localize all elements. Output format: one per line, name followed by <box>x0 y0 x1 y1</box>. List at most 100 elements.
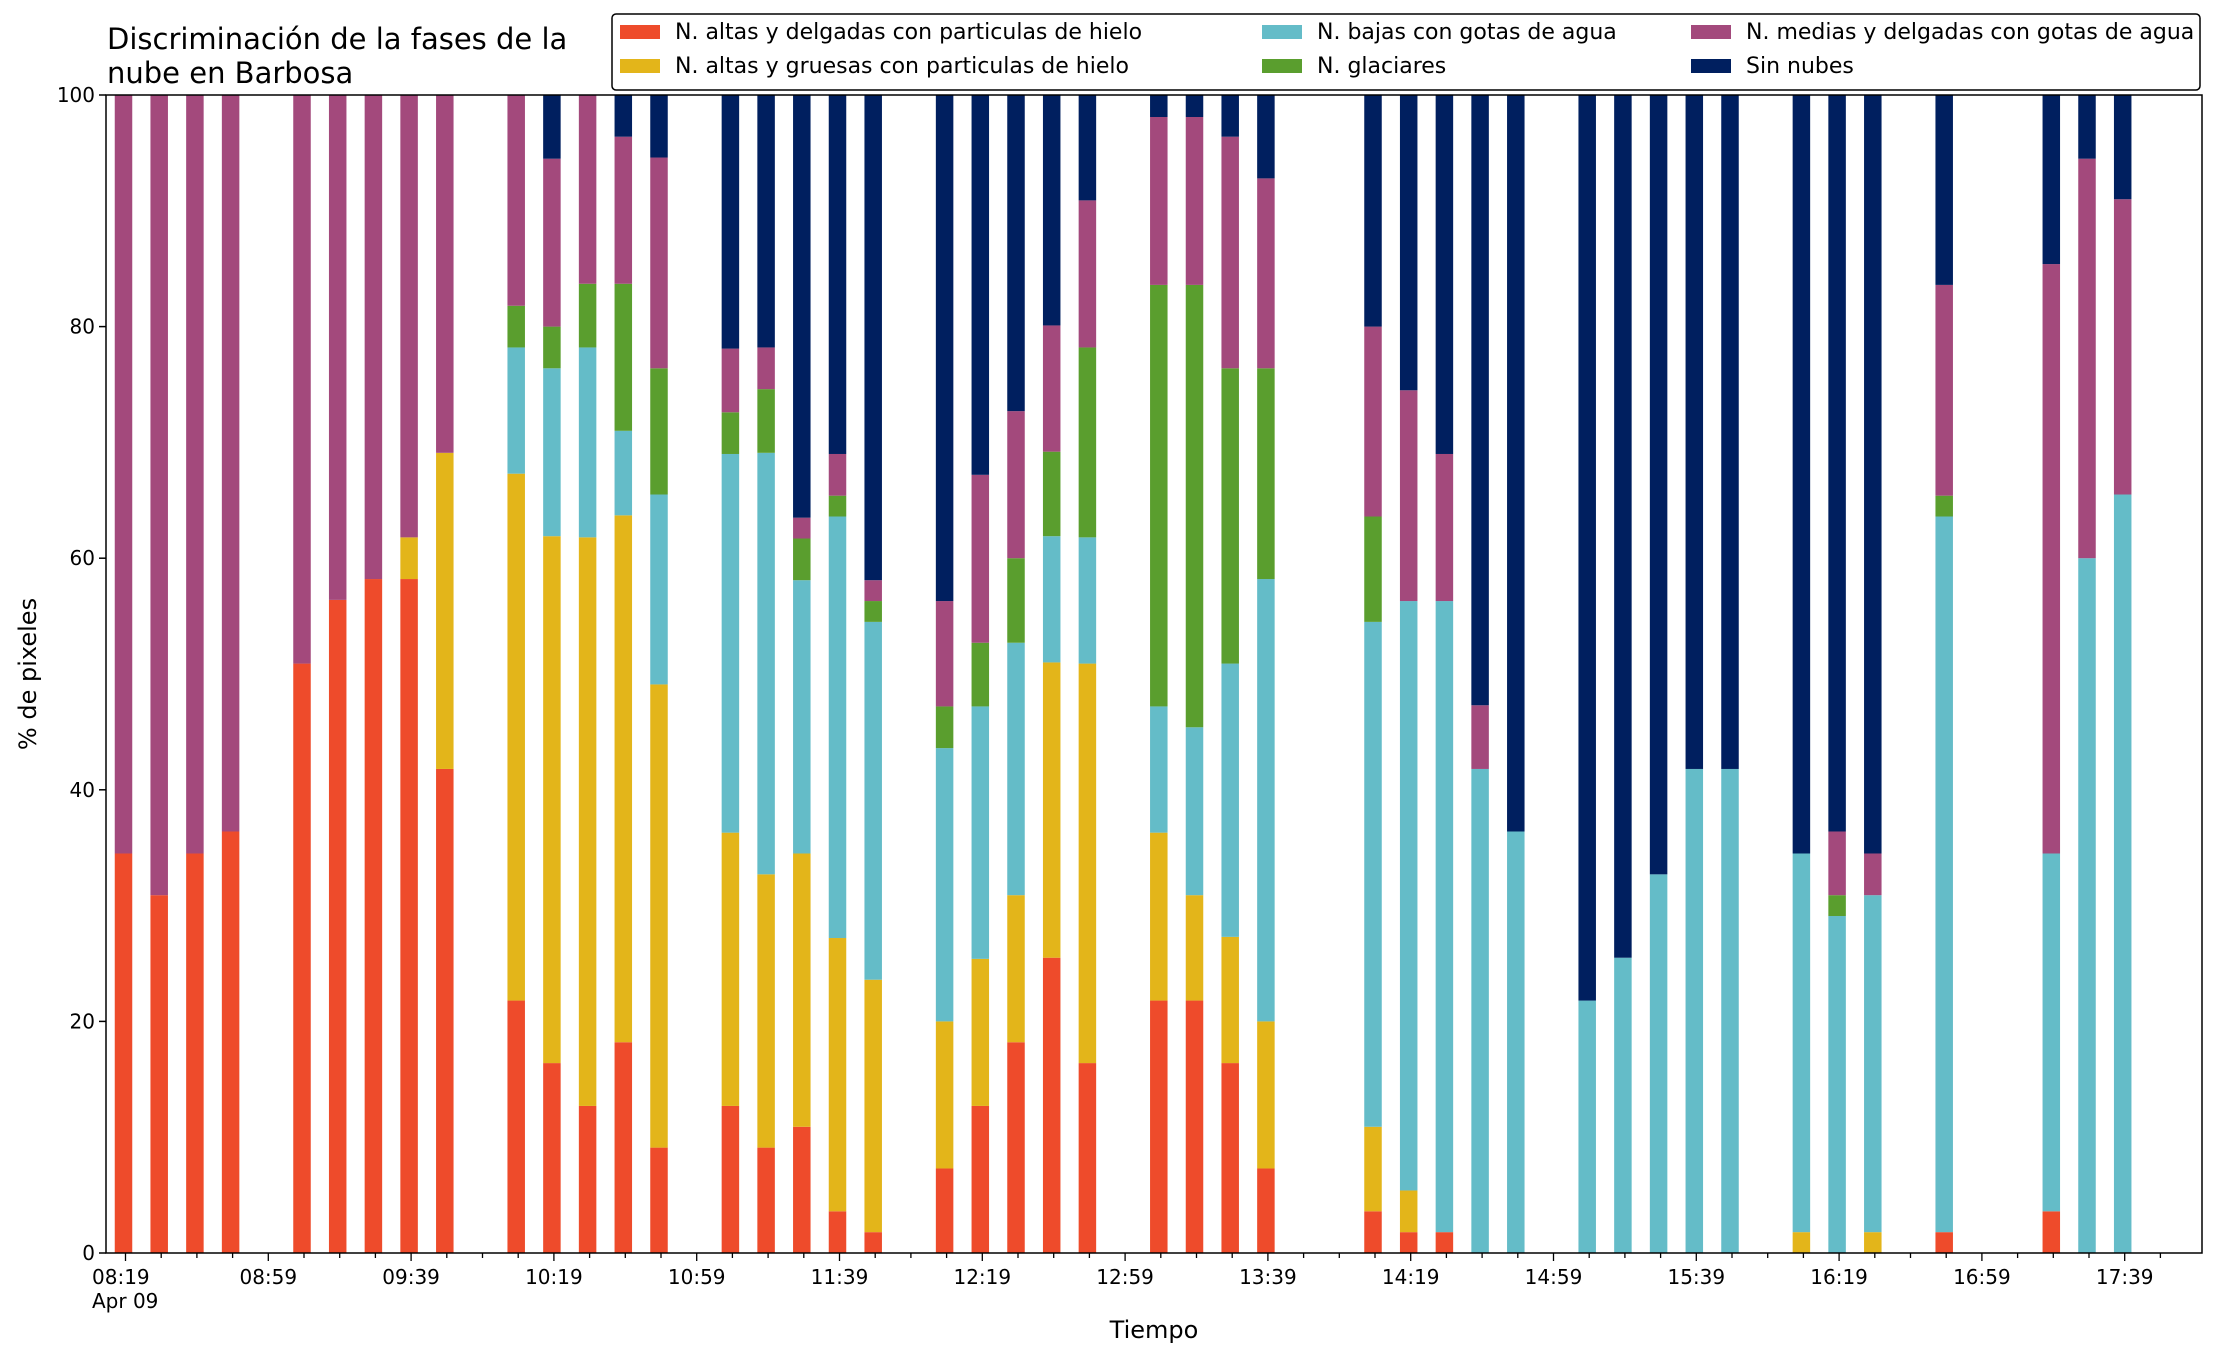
bar-segment-25-4 <box>1185 117 1204 285</box>
bar-segment-39-4 <box>1828 831 1846 896</box>
bar-segment-26-0 <box>1221 1063 1239 1253</box>
bar-segment-6-0 <box>364 579 383 1253</box>
y-tick-label: 40 <box>70 778 95 802</box>
bar-segment-14-1 <box>721 832 740 1106</box>
bar-segment-10-5 <box>543 95 561 159</box>
bar-segment-23-0 <box>1078 1063 1097 1253</box>
bar-segment-2-4 <box>186 95 204 854</box>
bar-segment-19-5 <box>935 95 954 602</box>
y-tick-label: 100 <box>57 83 95 107</box>
bar-segment-3-0 <box>221 831 240 1253</box>
bar-segment-15-1 <box>757 874 775 1148</box>
bar-segment-38-5 <box>1792 95 1811 854</box>
bar-segment-15-4 <box>757 347 775 390</box>
bar-segment-10-4 <box>543 158 561 327</box>
bar-segment-27-4 <box>1257 178 1275 369</box>
x-tick-label: 12:59 <box>1096 1265 1154 1289</box>
bar-segment-1-0 <box>150 895 168 1253</box>
bar-segment-30-0 <box>1435 1232 1454 1253</box>
legend-swatch-0 <box>620 25 660 39</box>
bar-segment-23-2 <box>1078 537 1097 664</box>
bar-segment-13-0 <box>650 1147 668 1253</box>
bar-segment-27-2 <box>1257 579 1275 1022</box>
bar-segment-19-0 <box>935 1168 954 1253</box>
bar-segment-23-1 <box>1078 663 1097 1064</box>
bar-segment-24-1 <box>1150 832 1168 1001</box>
bar-segment-28-1 <box>1364 1126 1382 1212</box>
bar-segment-21-4 <box>1007 411 1025 559</box>
bar-segment-13-5 <box>650 95 668 158</box>
bar-segment-25-5 <box>1185 95 1204 117</box>
bar-segment-28-5 <box>1364 95 1382 327</box>
x-tick-label: 10:59 <box>668 1265 726 1289</box>
bar-segment-8-1 <box>436 452 454 769</box>
legend-swatch-1 <box>620 59 660 73</box>
bar-segment-40-5 <box>1864 95 1882 854</box>
bar-segment-28-0 <box>1364 1211 1382 1253</box>
bar-segment-13-4 <box>650 157 668 369</box>
bar-segment-20-3 <box>971 642 990 707</box>
bar-segment-18-2 <box>864 621 882 980</box>
x-tick-label: 13:39 <box>1239 1265 1297 1289</box>
bar-segment-44-5 <box>2113 95 2132 200</box>
bar-segment-10-1 <box>543 536 561 1064</box>
x-tick-label: 10:19 <box>525 1265 583 1289</box>
bars-layer <box>114 95 2132 1253</box>
x-tick-label: 14:59 <box>1525 1265 1583 1289</box>
bar-segment-43-4 <box>2078 158 2096 559</box>
bar-segment-43-5 <box>2078 95 2096 159</box>
bar-segment-16-0 <box>793 1126 811 1253</box>
legend-label-0: N. altas y delgadas con particulas de hi… <box>675 20 1142 45</box>
legend-swatch-3 <box>1262 59 1302 73</box>
chart-title-line-2: nube en Barbosa <box>107 56 353 90</box>
bar-segment-14-0 <box>721 1105 740 1253</box>
bar-segment-39-5 <box>1828 95 1846 832</box>
bar-segment-44-2 <box>2113 494 2132 1253</box>
bar-segment-35-2 <box>1649 874 1668 1253</box>
bar-segment-20-5 <box>971 95 990 475</box>
bar-segment-12-5 <box>614 95 633 137</box>
bar-segment-38-1 <box>1792 1232 1811 1253</box>
bar-segment-25-2 <box>1185 727 1204 896</box>
bar-segment-18-3 <box>864 601 882 622</box>
bar-segment-25-1 <box>1185 895 1204 1001</box>
bar-segment-22-3 <box>1042 451 1061 537</box>
bar-segment-37-5 <box>1721 95 1739 769</box>
bar-segment-42-2 <box>2042 853 2061 1212</box>
bar-segment-24-4 <box>1150 117 1168 285</box>
bar-segment-26-2 <box>1221 663 1239 937</box>
bar-segment-17-2 <box>828 516 847 939</box>
x-tick-label: 09:39 <box>382 1265 440 1289</box>
bar-segment-29-1 <box>1399 1190 1418 1233</box>
bar-segment-7-1 <box>400 537 418 580</box>
x-axis: 08:19 08:59 09:39 10:19 10:59 11:39 12:19 12:59… <box>92 1253 2162 1313</box>
bar-segment-24-2 <box>1150 706 1168 833</box>
bar-segment-33-5 <box>1578 95 1596 1001</box>
bar-segment-7-0 <box>400 579 418 1253</box>
bar-segment-18-5 <box>864 95 882 581</box>
bar-segment-31-4 <box>1471 705 1489 769</box>
bar-segment-26-4 <box>1221 136 1239 369</box>
bar-segment-11-1 <box>578 537 597 1106</box>
bar-segment-42-0 <box>2042 1211 2061 1253</box>
bar-segment-12-4 <box>614 136 633 284</box>
bar-segment-16-4 <box>793 517 811 539</box>
bar-segment-23-3 <box>1078 347 1097 538</box>
bar-segment-28-2 <box>1364 621 1382 1127</box>
bar-segment-32-2 <box>1507 831 1525 1253</box>
bar-segment-33-2 <box>1578 1000 1596 1253</box>
bar-segment-15-0 <box>757 1147 775 1253</box>
bar-segment-42-5 <box>2042 95 2061 265</box>
bar-segment-10-0 <box>543 1063 561 1253</box>
bar-segment-21-2 <box>1007 642 1025 896</box>
bar-segment-9-2 <box>507 347 525 474</box>
bar-segment-24-0 <box>1150 1000 1168 1253</box>
bar-segment-22-0 <box>1042 957 1061 1253</box>
bar-segment-41-5 <box>1935 95 1953 285</box>
bar-segment-17-0 <box>828 1211 847 1253</box>
bar-segment-36-5 <box>1685 95 1704 769</box>
bar-segment-30-5 <box>1435 95 1454 454</box>
bar-segment-4-0 <box>293 663 311 1253</box>
bar-segment-10-2 <box>543 368 561 537</box>
